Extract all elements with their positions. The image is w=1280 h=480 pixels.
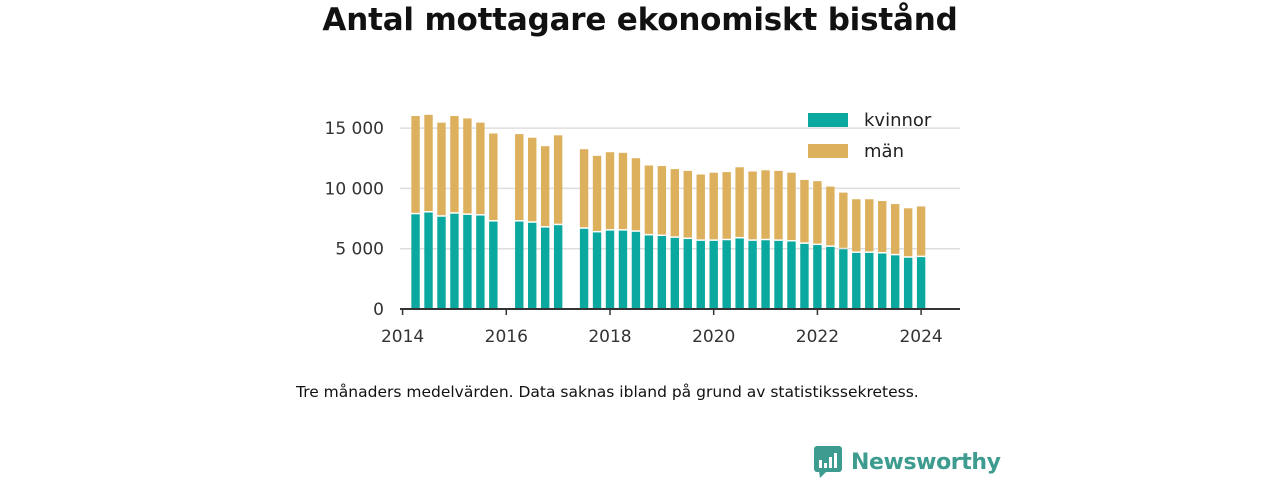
bar-kvinnor: [528, 222, 537, 309]
chart-caption: Tre månaders medelvärden. Data saknas ib…: [296, 383, 919, 401]
bar-kvinnor: [774, 240, 783, 309]
bar-man: [683, 170, 692, 238]
bar-kvinnor: [709, 240, 718, 309]
bar-man: [916, 206, 926, 256]
bar-man: [476, 122, 485, 215]
bar-kvinnor: [424, 212, 433, 309]
brand-name: Newsworthy: [851, 449, 1001, 475]
bar-man: [748, 171, 757, 240]
bar-kvinnor: [540, 227, 550, 309]
bar-kvinnor: [916, 257, 926, 309]
bar-man: [657, 166, 667, 235]
bar-man: [670, 169, 680, 237]
bar-man: [865, 199, 874, 252]
bar-kvinnor: [553, 225, 563, 309]
bar-kvinnor: [411, 214, 420, 309]
bar-kvinnor: [839, 249, 848, 309]
x-tick-label: 2022: [796, 327, 839, 347]
bar-man: [644, 165, 654, 234]
bar-man: [605, 152, 615, 230]
bar-kvinnor: [748, 240, 757, 309]
bar-man: [579, 149, 589, 228]
x-tick-label: 2018: [588, 327, 631, 347]
legend-label: kvinnor: [864, 110, 932, 131]
bar-man: [631, 158, 641, 231]
bar-man: [528, 137, 537, 222]
bar-kvinnor: [489, 221, 498, 309]
bar-kvinnor: [657, 236, 667, 309]
bar-man: [761, 170, 770, 239]
bar-kvinnor: [826, 246, 835, 309]
bar-kvinnor: [450, 213, 459, 309]
bar-man: [424, 114, 433, 212]
x-tick-label: 2014: [381, 327, 424, 347]
bar-man: [411, 116, 420, 213]
bar-man: [890, 204, 900, 254]
bar-man: [696, 174, 705, 240]
legend-label: män: [864, 141, 904, 162]
bar-kvinnor: [865, 252, 874, 309]
bar-kvinnor: [761, 240, 770, 309]
bar-man: [553, 135, 563, 224]
bar-man: [787, 172, 796, 240]
x-tick-label: 2020: [692, 327, 735, 347]
bar-man: [813, 181, 822, 244]
bar-kvinnor: [463, 214, 472, 309]
y-tick-label: 10 000: [325, 179, 384, 199]
bar-kvinnor: [735, 238, 744, 309]
legend-swatch: [808, 113, 848, 127]
bar-kvinnor: [631, 231, 641, 309]
bar-man: [463, 118, 472, 214]
y-tick-label: 5 000: [335, 240, 384, 260]
bar-man: [800, 179, 809, 243]
y-tick-label: 0: [373, 300, 384, 320]
brand[interactable]: Newsworthy: [814, 445, 1001, 479]
bar-man: [489, 133, 498, 221]
bar-kvinnor: [696, 240, 705, 309]
bar-kvinnor: [813, 245, 822, 309]
bar-man: [709, 172, 718, 240]
bar-kvinnor: [476, 215, 485, 309]
bar-kvinnor: [592, 232, 602, 309]
bar-man: [735, 167, 744, 237]
bar-man: [774, 170, 783, 240]
bar-kvinnor: [787, 241, 796, 309]
bar-kvinnor: [644, 235, 654, 309]
bar-kvinnor: [670, 237, 680, 309]
bar-man: [852, 199, 861, 252]
x-tick-label: 2016: [485, 327, 528, 347]
bar-kvinnor: [890, 255, 900, 309]
bar-chart: 0 5 000 10 000 15 000 2014 2016 2018 2020 2022 20…: [325, 110, 960, 347]
bar-kvinnor: [618, 230, 628, 309]
bar-kvinnor: [852, 252, 861, 309]
bar-kvinnor: [878, 253, 887, 309]
bar-kvinnor: [515, 221, 524, 309]
bar-kvinnor: [800, 243, 809, 309]
x-tick-label: 2024: [899, 327, 942, 347]
bar-man: [540, 146, 550, 227]
bar-man: [618, 152, 628, 230]
newsworthy-logo-icon: [814, 446, 842, 478]
bars: [411, 114, 926, 309]
y-tick-label: 15 000: [325, 119, 384, 139]
bar-man: [592, 155, 602, 231]
bar-kvinnor: [579, 228, 589, 309]
bar-man: [878, 201, 887, 253]
bar-kvinnor: [683, 239, 692, 309]
bar-kvinnor: [903, 257, 913, 309]
axes: 0 5 000 10 000 15 000 2014 2016 2018 2020 2022 20…: [325, 119, 960, 347]
bar-kvinnor: [437, 216, 446, 309]
bar-kvinnor: [605, 230, 615, 309]
bar-man: [839, 192, 848, 248]
chart-title: Antal mottagare ekonomiskt bistånd: [322, 2, 958, 38]
bar-man: [515, 134, 524, 221]
legend: kvinnor män: [808, 110, 932, 162]
bar-man: [437, 122, 446, 216]
bar-man: [903, 208, 913, 257]
legend-swatch: [808, 144, 848, 158]
bar-man: [450, 116, 459, 213]
bar-man: [826, 186, 835, 246]
bar-man: [722, 172, 731, 239]
bar-kvinnor: [722, 240, 731, 309]
